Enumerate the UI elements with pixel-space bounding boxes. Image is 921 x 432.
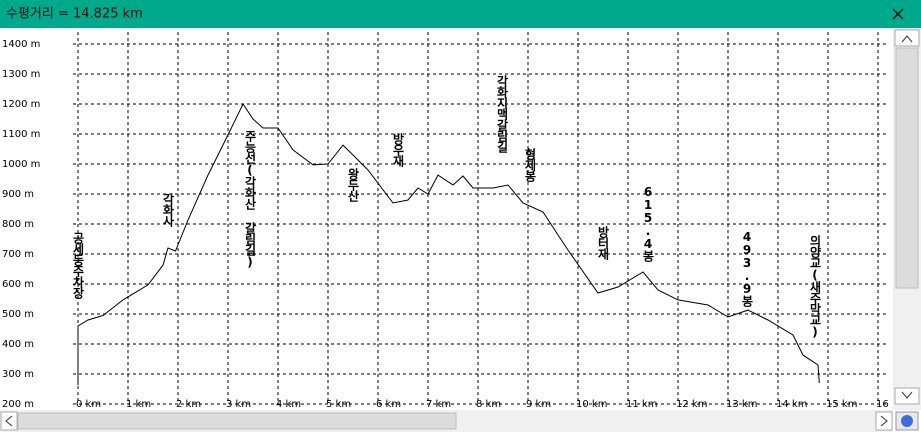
x-tick-label: 9 km [526, 399, 551, 410]
waypoint-label: 주능선(각화산 갈림길) [243, 130, 257, 268]
y-tick-label: 900 m [2, 189, 34, 200]
y-tick-label: 1000 m [2, 159, 40, 170]
y-tick-label: 300 m [2, 369, 34, 380]
y-tick-label: 1300 m [2, 69, 40, 80]
y-tick-label: 800 m [2, 219, 34, 230]
vertical-scrollbar[interactable] [893, 28, 921, 410]
y-tick-label: 1200 m [2, 99, 40, 110]
x-tick-label: 10 km [576, 399, 607, 410]
y-tick-label: 1100 m [2, 129, 40, 140]
waypoint-label: 공세동주차장 [71, 232, 85, 300]
x-tick-label: 8 km [476, 399, 501, 410]
window-title: 수평거리 = 14.825 km [6, 7, 143, 22]
x-tick-label: 6 km [376, 399, 401, 410]
waypoint-label: 각화지맥갈림길 [495, 74, 509, 154]
elevation-line [77, 102, 820, 386]
x-tick-label: 2 km [176, 399, 201, 410]
horizontal-scrollbar[interactable] [0, 410, 919, 432]
x-tick-label: 11 km [626, 399, 657, 410]
y-tick-label: 600 m [2, 279, 34, 290]
waypoint-label: 왕두산 [346, 168, 360, 203]
x-tick-label: 0 km [76, 399, 101, 410]
y-tick-label: 1400 m [2, 39, 40, 50]
x-tick-label: 15 km [826, 399, 857, 410]
x-tick-label: 16 [876, 399, 889, 410]
waypoint-label: 의양교(새주막교) [808, 234, 822, 338]
x-tick-label: 7 km [426, 399, 451, 410]
x-tick-label: 14 km [776, 399, 807, 410]
y-tick-label: 200 m [2, 399, 34, 410]
x-tick-label: 13 km [726, 399, 757, 410]
y-tick-label: 700 m [2, 249, 34, 260]
y-tick-label: 500 m [2, 309, 34, 320]
x-tick-label: 12 km [676, 399, 707, 410]
y-tick-label: 400 m [2, 339, 34, 350]
plot-area: 200 m 300 m 400 m 500 m 600 m 700 m 800 m 900 m… [2, 32, 889, 410]
x-tick-label: 4 km [276, 399, 301, 410]
waypoint-label: 각화사 [161, 192, 175, 228]
waypoint-label: 형제봉 [523, 147, 537, 183]
x-tick-label: 1 km [126, 399, 151, 410]
title-bar [0, 0, 921, 28]
x-tick-label: 5 km [326, 399, 351, 410]
waypoint-label: 493.9봉 [740, 230, 754, 308]
x-tick-label: 3 km [226, 399, 251, 410]
waypoint-label: 615.4봉 [641, 185, 655, 263]
close-button[interactable] [892, 8, 904, 20]
waypoint-label: 방우재 [391, 132, 405, 168]
waypoint-label: 방터재 [596, 225, 610, 261]
